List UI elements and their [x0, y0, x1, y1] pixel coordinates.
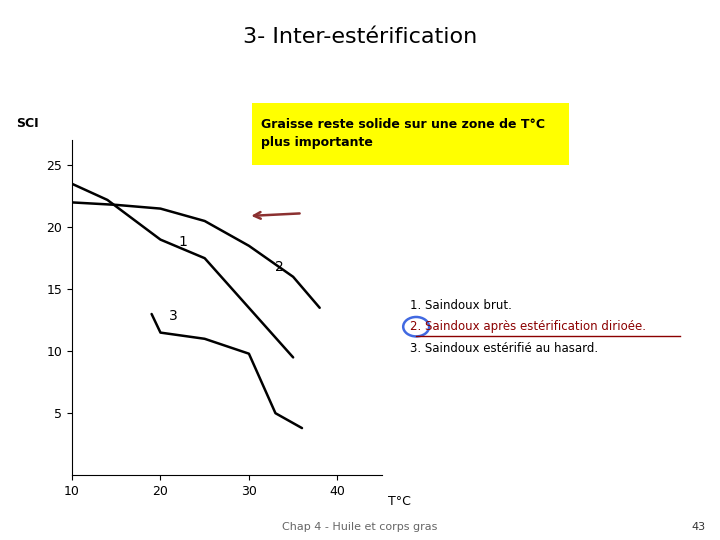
- Text: 43: 43: [691, 522, 706, 532]
- Text: Graisse reste solide sur une zone de T°C
plus importante: Graisse reste solide sur une zone de T°C…: [261, 118, 544, 149]
- Text: 3- Inter-estérification: 3- Inter-estérification: [243, 27, 477, 47]
- Text: 1: 1: [178, 235, 187, 249]
- Text: T°C: T°C: [388, 495, 410, 508]
- Bar: [252, 103, 569, 165]
- Text: 3. Saindoux estérifié au hasard.: 3. Saindoux estérifié au hasard.: [410, 342, 598, 355]
- Text: 2: 2: [276, 260, 284, 274]
- Text: 1. Saindoux brut.: 1. Saindoux brut.: [410, 299, 512, 312]
- Text: 2. Saindoux après estérification dirioée.: 2. Saindoux après estérification dirioée…: [410, 320, 647, 333]
- Text: SCI: SCI: [17, 117, 39, 130]
- Text: Chap 4 - Huile et corps gras: Chap 4 - Huile et corps gras: [282, 522, 438, 532]
- Text: 3: 3: [169, 309, 178, 323]
